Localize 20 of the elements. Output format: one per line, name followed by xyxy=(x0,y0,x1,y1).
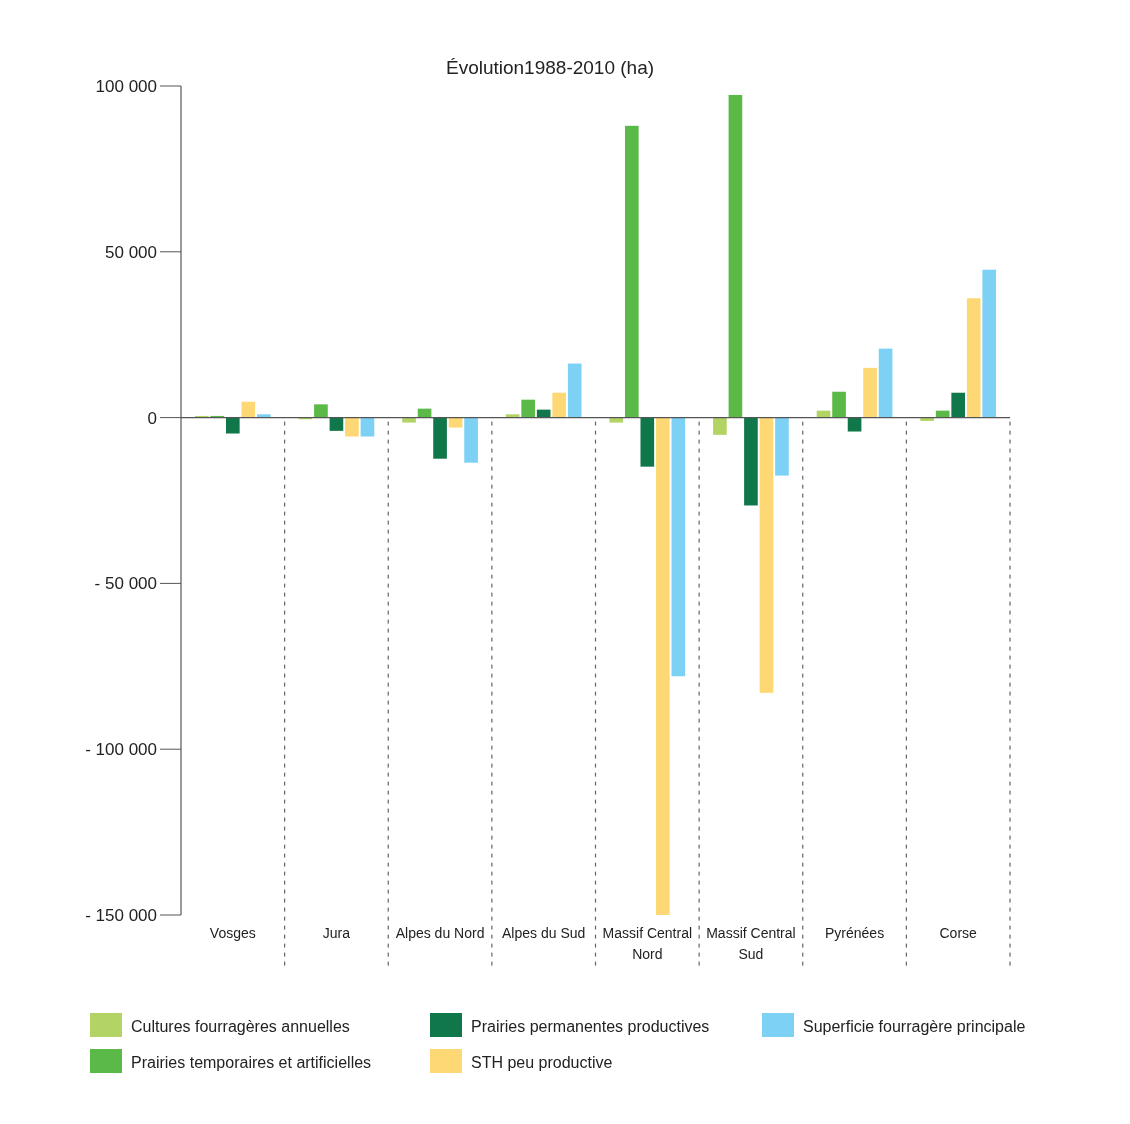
x-tick-label: Alpes du Nord xyxy=(395,925,485,941)
y-tick-label: - 50 000 xyxy=(94,574,157,594)
x-tick-label: Alpes du Sud xyxy=(502,925,586,941)
x-tick-label: Massif Central Nord xyxy=(602,925,693,962)
legend-label: Superficie fourragère principale xyxy=(803,1018,1026,1035)
y-tick-label: - 100 000 xyxy=(85,740,157,760)
chart-title: Évolution1988-2010 (ha) xyxy=(445,57,655,78)
x-tick-label: Corse xyxy=(939,925,978,941)
x-tick-label: Jura xyxy=(322,925,351,941)
legend-label: Prairies permanentes productives xyxy=(471,1018,710,1035)
y-tick-label: 0 xyxy=(147,408,157,428)
y-tick-label: 100 000 xyxy=(95,77,157,96)
legend-label: STH peu productive xyxy=(471,1054,613,1071)
x-tick-label: Vosges xyxy=(209,925,256,941)
y-tick-label: 50 000 xyxy=(105,242,157,262)
legend-label: Prairies temporaires et artificielles xyxy=(131,1054,372,1071)
legend-label: Cultures fourragères annuelles xyxy=(131,1018,350,1035)
x-tick-label: Pyrénées xyxy=(824,925,885,941)
y-tick-label: - 150 000 xyxy=(85,906,157,925)
x-tick-label: Massif Central Sud xyxy=(706,925,796,962)
